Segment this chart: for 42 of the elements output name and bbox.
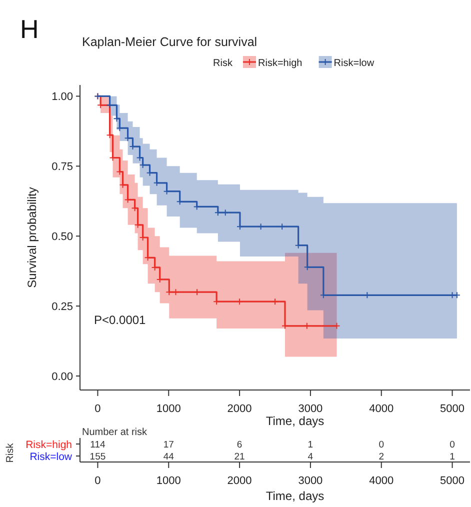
data-label: 2 bbox=[378, 452, 384, 462]
text: H bbox=[20, 14, 39, 44]
x-tick-label: 0 bbox=[94, 475, 101, 487]
y-tick-label: Risk=low bbox=[30, 451, 72, 463]
data-label: 44 bbox=[163, 452, 174, 462]
x-axis-title: Time, days bbox=[266, 489, 324, 503]
x-tick-label: 4000 bbox=[369, 403, 394, 415]
data-label: 21 bbox=[234, 452, 245, 462]
x-tick-label: 5000 bbox=[440, 403, 465, 415]
x-tick-label: 3000 bbox=[298, 475, 323, 487]
data-label: 0 bbox=[378, 440, 384, 450]
legend-label: Risk=low bbox=[334, 58, 375, 69]
legend-title: Risk bbox=[213, 58, 234, 69]
x-axis-title: Time, days bbox=[266, 414, 324, 428]
x-tick-label: 1000 bbox=[156, 403, 181, 415]
y-tick-label: 0.75 bbox=[52, 161, 73, 174]
x-tick-label: 2000 bbox=[227, 403, 252, 415]
chart-title: Kaplan-Meier Curve for survival bbox=[82, 35, 258, 49]
data-label: 17 bbox=[163, 440, 174, 450]
x-tick-label: 4000 bbox=[369, 475, 394, 487]
data-label: 1 bbox=[450, 452, 455, 462]
annotation: P<0.0001 bbox=[94, 313, 146, 327]
x-tick-label: 3000 bbox=[298, 403, 323, 415]
x-tick-label: 2000 bbox=[227, 475, 252, 487]
data-label: 0 bbox=[450, 440, 455, 450]
x-tick-label: 0 bbox=[94, 403, 101, 415]
data-label: 4 bbox=[308, 452, 314, 462]
legend-label: Risk=high bbox=[258, 58, 302, 69]
x-tick-label: 1000 bbox=[156, 475, 181, 487]
y-axis-title: Risk bbox=[5, 442, 16, 463]
y-tick-label: 1.00 bbox=[52, 91, 73, 104]
y-tick-label: Risk=high bbox=[26, 439, 72, 451]
y-tick-label: 0.00 bbox=[52, 371, 73, 384]
y-axis-title: Survival probability bbox=[25, 187, 39, 288]
data-label: 114 bbox=[90, 440, 106, 450]
chart-title: Number at risk bbox=[82, 427, 148, 438]
data-label: 6 bbox=[236, 440, 242, 450]
y-tick-label: 0.25 bbox=[52, 301, 73, 314]
data-label: 155 bbox=[90, 452, 106, 462]
data-label: 1 bbox=[308, 440, 314, 450]
x-tick-label: 5000 bbox=[440, 475, 465, 487]
y-tick-label: 0.50 bbox=[52, 231, 73, 244]
